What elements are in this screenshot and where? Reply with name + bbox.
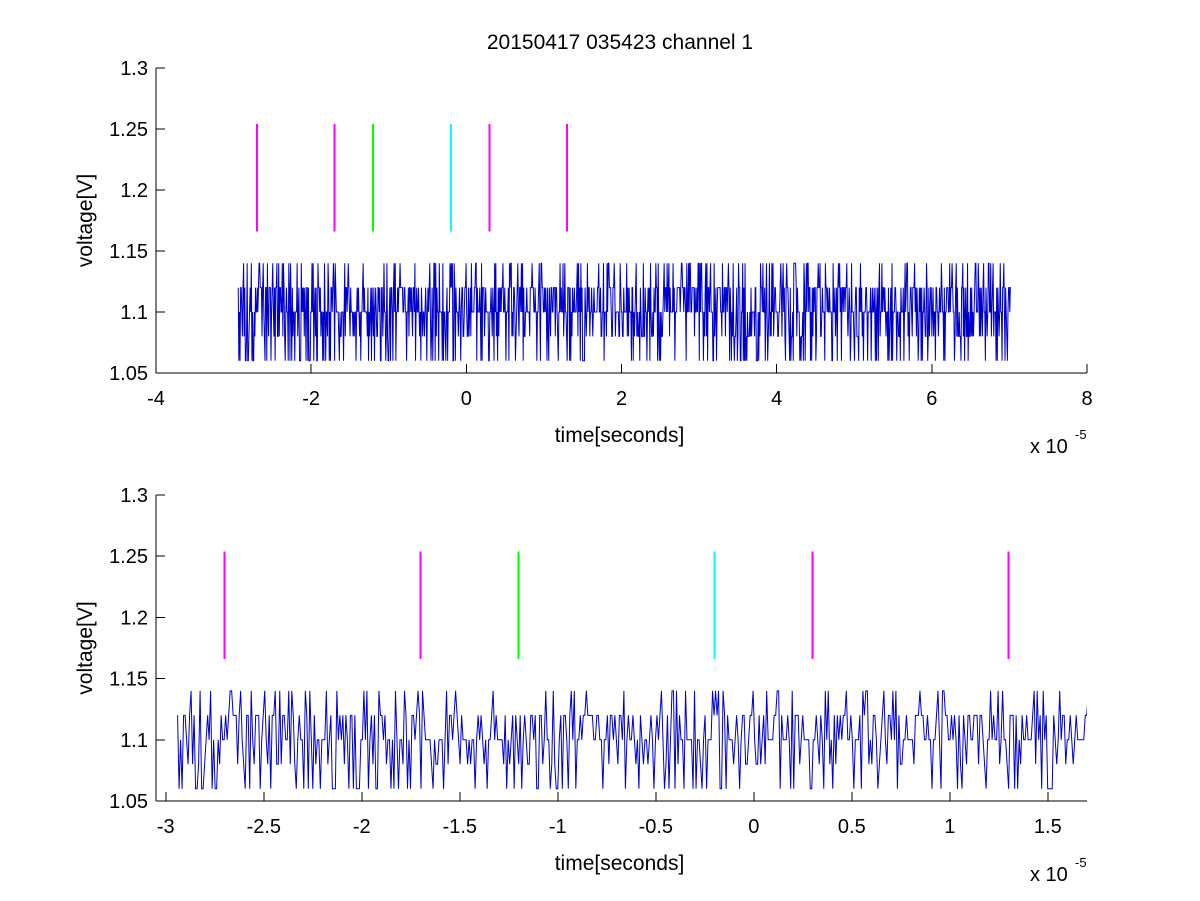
- x-tick-label: -1.5: [443, 816, 477, 838]
- y-tick-label: 1.15: [109, 241, 148, 263]
- voltage-signal-line: [237, 262, 1011, 362]
- y-tick-label: 1.3: [120, 485, 148, 507]
- x-tick-label: -1: [549, 816, 567, 838]
- x-tick-label: 0.5: [838, 816, 866, 838]
- x-tick-label: 0: [748, 816, 759, 838]
- x-axis-multiplier: x 10: [1030, 436, 1068, 458]
- y-tick-label: 1.2: [120, 607, 148, 629]
- x-axis-exponent: -5: [1075, 427, 1087, 442]
- y-tick-label: 1.25: [109, 119, 148, 141]
- x-axis-exponent: -5: [1075, 855, 1087, 870]
- x-tick-label: -2: [353, 816, 371, 838]
- x-tick-label: 4: [771, 388, 782, 410]
- y-tick-label: 1.3: [120, 58, 148, 80]
- y-tick-label: 1.1: [120, 730, 148, 752]
- y-tick-label: 1.05: [109, 791, 148, 813]
- y-axis-label: voltage[V]: [74, 601, 97, 694]
- y-tick-label: 1.05: [109, 363, 148, 385]
- figure-title: 20150417 035423 channel 1: [487, 31, 753, 54]
- x-tick-label: -0.5: [639, 816, 673, 838]
- top-plot: 1.05 1.1 1.15 1.2 1.25 1.3 -4 -2 0 2 4 6 8 time[secon…: [74, 58, 1093, 458]
- x-tick-label: -3: [157, 816, 175, 838]
- bottom-plot: 1.05 1.1 1.15 1.2 1.25 1.3 -3 -2.5 -2 -1.5 -1 -0.5 0…: [74, 485, 1087, 886]
- y-tick-label: 1.25: [109, 546, 148, 568]
- x-tick-label: 1: [944, 816, 955, 838]
- x-axis-label: time[seconds]: [555, 852, 685, 875]
- x-tick-label: 1.5: [1034, 816, 1062, 838]
- x-tick-label: -2.5: [247, 816, 281, 838]
- x-tick-label: 8: [1081, 388, 1092, 410]
- y-tick-label: 1.2: [120, 180, 148, 202]
- x-tick-label: -4: [147, 388, 165, 410]
- x-tick-label: 0: [461, 388, 472, 410]
- x-axis-label: time[seconds]: [555, 424, 685, 447]
- y-tick-label: 1.15: [109, 669, 148, 691]
- y-axis-label: voltage[V]: [74, 174, 97, 267]
- voltage-signal-line: [177, 690, 1087, 790]
- x-tick-label: -2: [302, 388, 320, 410]
- x-axis-multiplier: x 10: [1030, 864, 1068, 886]
- y-tick-label: 1.1: [120, 302, 148, 324]
- x-tick-label: 2: [616, 388, 627, 410]
- x-tick-label: 6: [926, 388, 937, 410]
